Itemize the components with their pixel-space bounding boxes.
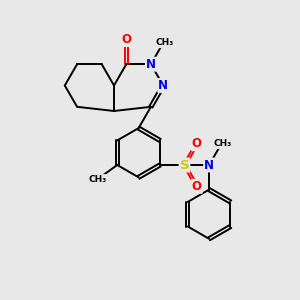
Text: N: N xyxy=(158,79,168,92)
Text: CH₃: CH₃ xyxy=(214,139,232,148)
Text: O: O xyxy=(192,137,202,150)
Text: N: N xyxy=(204,158,214,172)
Text: CH₃: CH₃ xyxy=(156,38,174,47)
Text: N: N xyxy=(146,58,156,71)
Text: CH₃: CH₃ xyxy=(88,175,106,184)
Text: O: O xyxy=(121,33,131,46)
Text: S: S xyxy=(180,158,189,172)
Text: O: O xyxy=(192,180,202,193)
